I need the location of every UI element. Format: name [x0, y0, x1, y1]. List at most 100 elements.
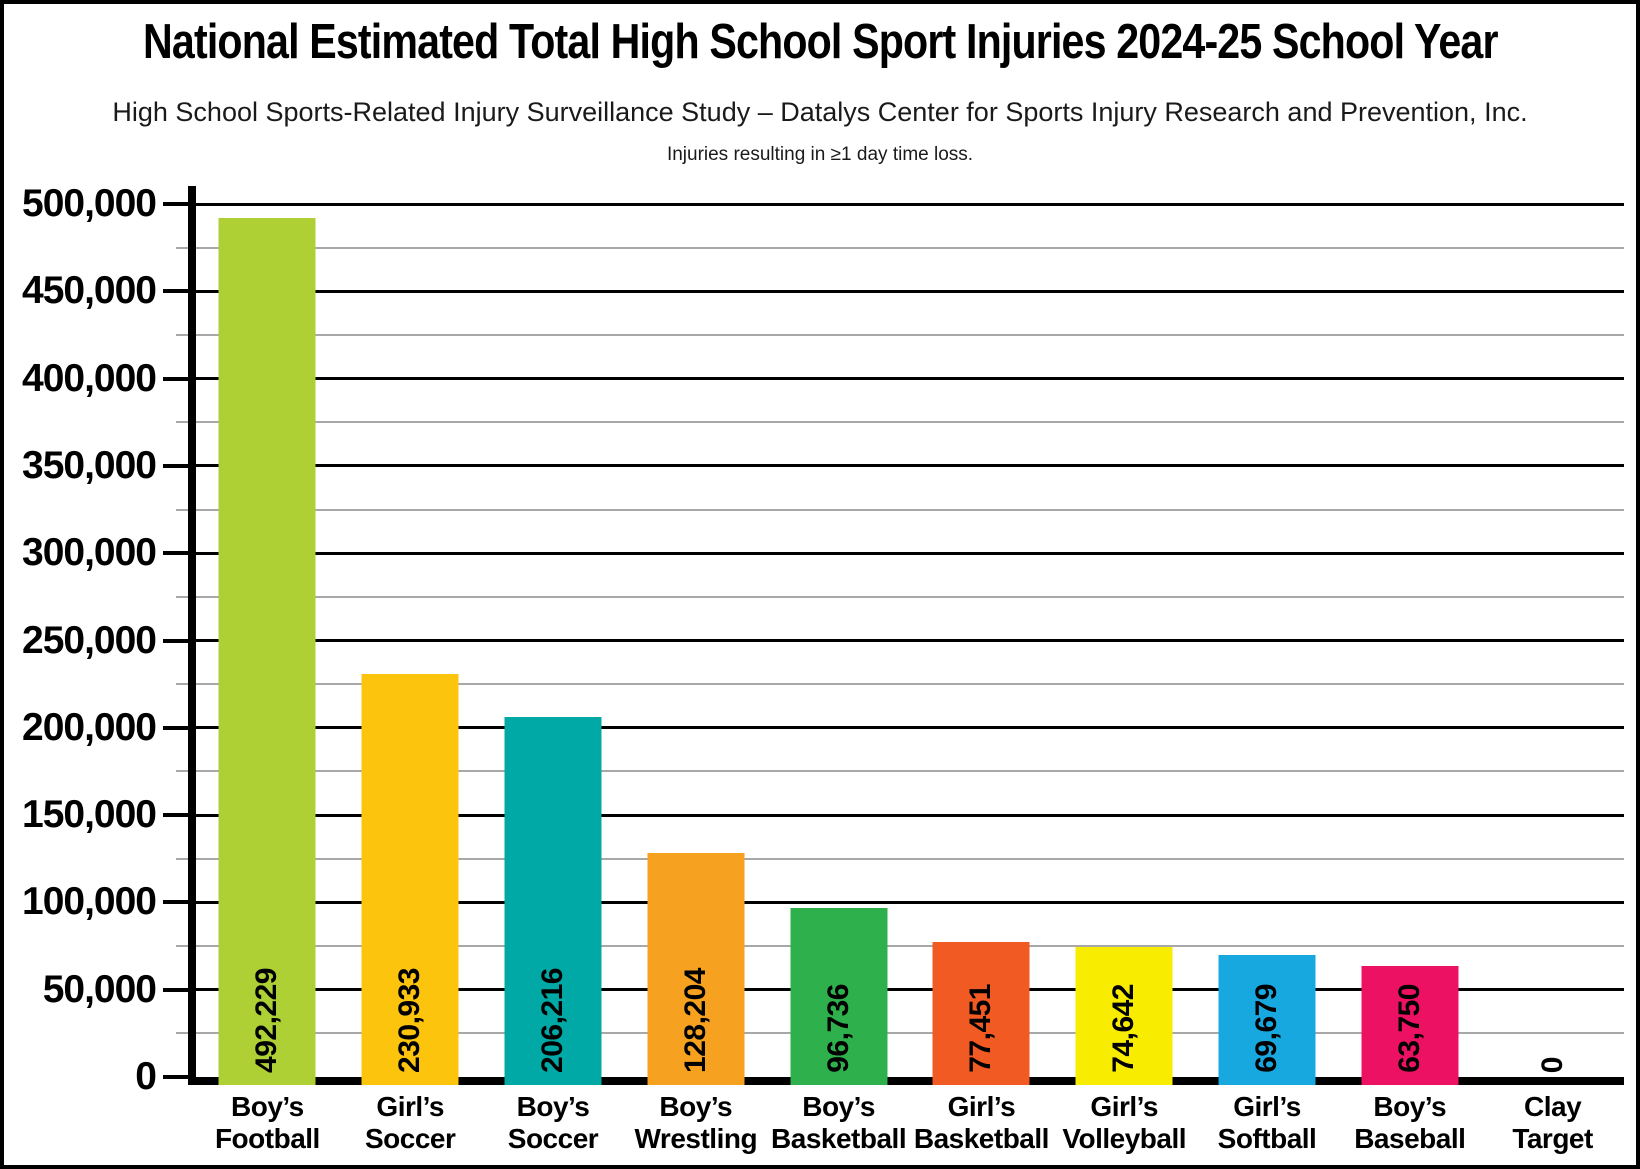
bar-value-label: 69,679: [1249, 984, 1283, 1073]
minor-gridline: [196, 333, 1624, 336]
bar-value-label: 63,750: [1392, 984, 1426, 1073]
x-label-line2: Wrestling: [634, 1123, 758, 1154]
chart-note-text: Injuries resulting in ≥1 day time loss.: [666, 144, 974, 165]
y-tick-mark: [163, 202, 189, 206]
bar-value-label: 230,933: [393, 968, 427, 1073]
minor-gridline: [196, 508, 1624, 511]
minor-gridline: [196, 683, 1624, 686]
x-label-line1: Boy’s: [1373, 1091, 1447, 1122]
y-tick-mark: [163, 900, 189, 905]
minor-gridline: [196, 595, 1624, 598]
y-minor-tick-mark: [176, 683, 189, 686]
major-gridline: [196, 551, 1624, 555]
y-tick-mark: [163, 376, 189, 381]
y-tick-label: 300,000: [22, 531, 157, 575]
x-label-line2: Football: [214, 1123, 320, 1154]
x-label-girls-softball: Girl’s Softball: [1196, 1091, 1339, 1155]
x-label-boys-baseball: Boy’s Baseball: [1338, 1091, 1481, 1155]
x-label-line2: Softball: [1217, 1123, 1317, 1154]
y-tick-label: 100,000: [22, 880, 157, 924]
y-minor-tick-mark: [176, 421, 189, 424]
minor-gridline: [196, 1032, 1624, 1035]
y-minor-tick-mark: [176, 857, 189, 860]
bar-column-girls-volleyball: 74,642: [1053, 204, 1196, 1085]
minor-gridline: [196, 945, 1624, 948]
y-minor-tick-mark: [176, 246, 189, 249]
y-tick-mark: [163, 725, 189, 730]
y-tick-mark: [163, 1075, 189, 1079]
x-label-line1: Clay: [1524, 1091, 1582, 1122]
bar-boys-soccer: [504, 716, 602, 1085]
bar-column-girls-soccer: 230,933: [339, 204, 482, 1085]
x-label-line2: Soccer: [507, 1123, 599, 1154]
chart-title: National Estimated Total High School Spo…: [4, 14, 1636, 70]
x-axis-line: [188, 1077, 1624, 1085]
x-label-line2: Soccer: [364, 1123, 456, 1154]
bar-column-boys-baseball: 63,750: [1338, 204, 1481, 1085]
x-label-line2: Target: [1512, 1123, 1593, 1154]
bar-girls-volleyball: [1075, 946, 1173, 1085]
chart-note: Injuries resulting in ≥1 day time loss.: [4, 144, 1636, 166]
plot-area: 492,229 230,933 206,216 128,204 96,736 7…: [196, 202, 1624, 1085]
chart-subtitle: High School Sports-Related Injury Survei…: [4, 97, 1636, 128]
x-label-line1: Girl’s: [1233, 1091, 1301, 1122]
x-label-line1: Girl’s: [1090, 1091, 1158, 1122]
bar-value-label: 128,204: [678, 968, 712, 1073]
bar-value-label: 0: [1535, 1056, 1569, 1073]
major-gridline: [196, 988, 1624, 992]
x-label-line2: Basketball: [771, 1123, 907, 1154]
bar-value-label: 96,736: [821, 984, 855, 1073]
bar-boys-football: [218, 217, 316, 1085]
minor-gridline: [196, 246, 1624, 249]
major-gridline: [196, 639, 1624, 642]
x-label-line2: Baseball: [1354, 1123, 1466, 1154]
y-tick-label: 450,000: [22, 269, 157, 313]
minor-gridline: [196, 770, 1624, 773]
x-label-line2: Volleyball: [1062, 1123, 1187, 1154]
bar-column-girls-basketball: 77,451: [910, 204, 1053, 1085]
bar-girls-basketball: [932, 941, 1030, 1085]
major-gridline: [196, 813, 1624, 817]
chart-title-text: National Estimated Total High School Spo…: [142, 15, 1498, 69]
y-minor-tick-mark: [176, 1032, 189, 1035]
bar-value-label: 206,216: [535, 968, 569, 1073]
bar-girls-softball: [1218, 955, 1316, 1085]
y-minor-tick-mark: [176, 595, 189, 598]
y-minor-tick-mark: [176, 508, 189, 511]
y-tick-label: 350,000: [22, 443, 157, 487]
y-tick-mark: [163, 289, 189, 294]
minor-gridline: [196, 857, 1624, 860]
bar-value-label: 492,229: [250, 968, 284, 1073]
major-gridline: [196, 289, 1624, 293]
bar-column-boys-soccer: 206,216: [482, 204, 625, 1085]
y-tick-label: 200,000: [22, 705, 157, 749]
y-minor-tick-mark: [176, 945, 189, 948]
x-label-boys-football: Boy’s Football: [196, 1091, 339, 1155]
y-tick-mark: [163, 638, 189, 643]
bar-column-girls-softball: 69,679: [1196, 204, 1339, 1085]
x-label-boys-wrestling: Boy’s Wrestling: [624, 1091, 767, 1155]
bar-girls-soccer: [361, 673, 459, 1085]
x-label-line1: Boy’s: [802, 1091, 875, 1122]
y-tick-mark: [163, 813, 189, 818]
bar-boys-baseball: [1361, 965, 1459, 1085]
x-label-line1: Girl’s: [376, 1091, 444, 1122]
bar-boys-wrestling: [647, 853, 745, 1085]
y-tick-label: 0: [135, 1055, 157, 1098]
x-label-clay-target: Clay Target: [1481, 1091, 1624, 1155]
x-label-line2: Basketball: [913, 1123, 1050, 1154]
x-label-boys-soccer: Boy’s Soccer: [482, 1091, 625, 1155]
y-tick-label: 250,000: [22, 618, 157, 662]
x-label-line1: Boy’s: [516, 1091, 590, 1122]
major-gridline: [196, 202, 1624, 206]
y-axis-line: [188, 186, 196, 1085]
y-tick-mark: [163, 987, 189, 992]
x-label-line1: Boy’s: [231, 1091, 304, 1122]
y-tick-label: 500,000: [22, 182, 157, 225]
bar-boys-basketball: [790, 908, 888, 1085]
bar-column-boys-wrestling: 128,204: [624, 204, 767, 1085]
y-tick-label: 400,000: [22, 356, 157, 400]
y-tick-label: 50,000: [42, 967, 157, 1011]
bar-column-clay-target: 0: [1481, 204, 1624, 1085]
